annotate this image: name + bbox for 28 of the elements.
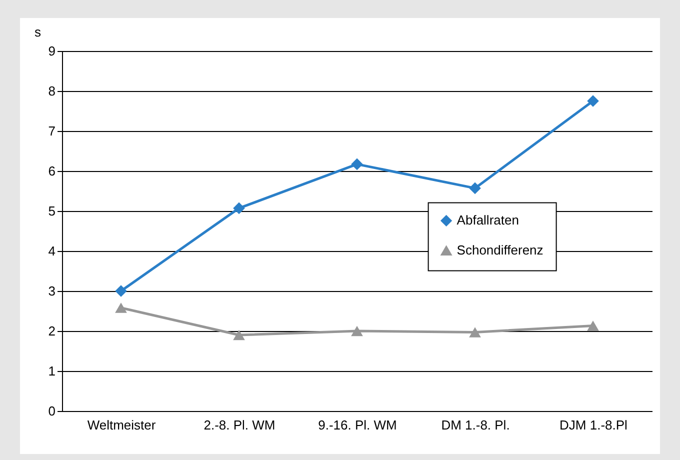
point: [115, 302, 127, 313]
y-tick-label: 6: [48, 164, 56, 178]
x-tick-label: 9.-16. Pl. WM: [318, 418, 397, 432]
y-tick-label: 2: [48, 324, 56, 338]
y-tick-label: 8: [48, 84, 56, 98]
y-tick-label: 4: [48, 244, 56, 258]
point: [351, 158, 363, 170]
point: [469, 327, 481, 338]
y-tick-label: 7: [48, 124, 56, 138]
y-axis-title: s: [34, 24, 42, 40]
y-tick-label: 9: [48, 44, 56, 58]
x-tick-label: DJM 1.-8.Pl: [560, 418, 628, 432]
x-tick-label: DM 1.-8. Pl.: [441, 418, 510, 432]
y-tick-label: 5: [48, 204, 56, 218]
legend-label: Schondifferenz: [456, 242, 544, 258]
point: [233, 330, 245, 340]
x-tick-label: 2.-8. Pl. WM: [204, 418, 276, 432]
point: [351, 326, 363, 336]
y-tick-label: 1: [48, 364, 56, 378]
point: [233, 202, 245, 214]
y-tick-label: 0: [48, 404, 56, 418]
point: [587, 95, 599, 107]
point: [587, 320, 599, 331]
point: [115, 285, 127, 297]
x-tick-label: Weltmeister: [87, 418, 156, 432]
point: [469, 182, 481, 194]
y-tick-label: 3: [48, 284, 56, 298]
legend-label: Abfallraten: [456, 212, 519, 228]
